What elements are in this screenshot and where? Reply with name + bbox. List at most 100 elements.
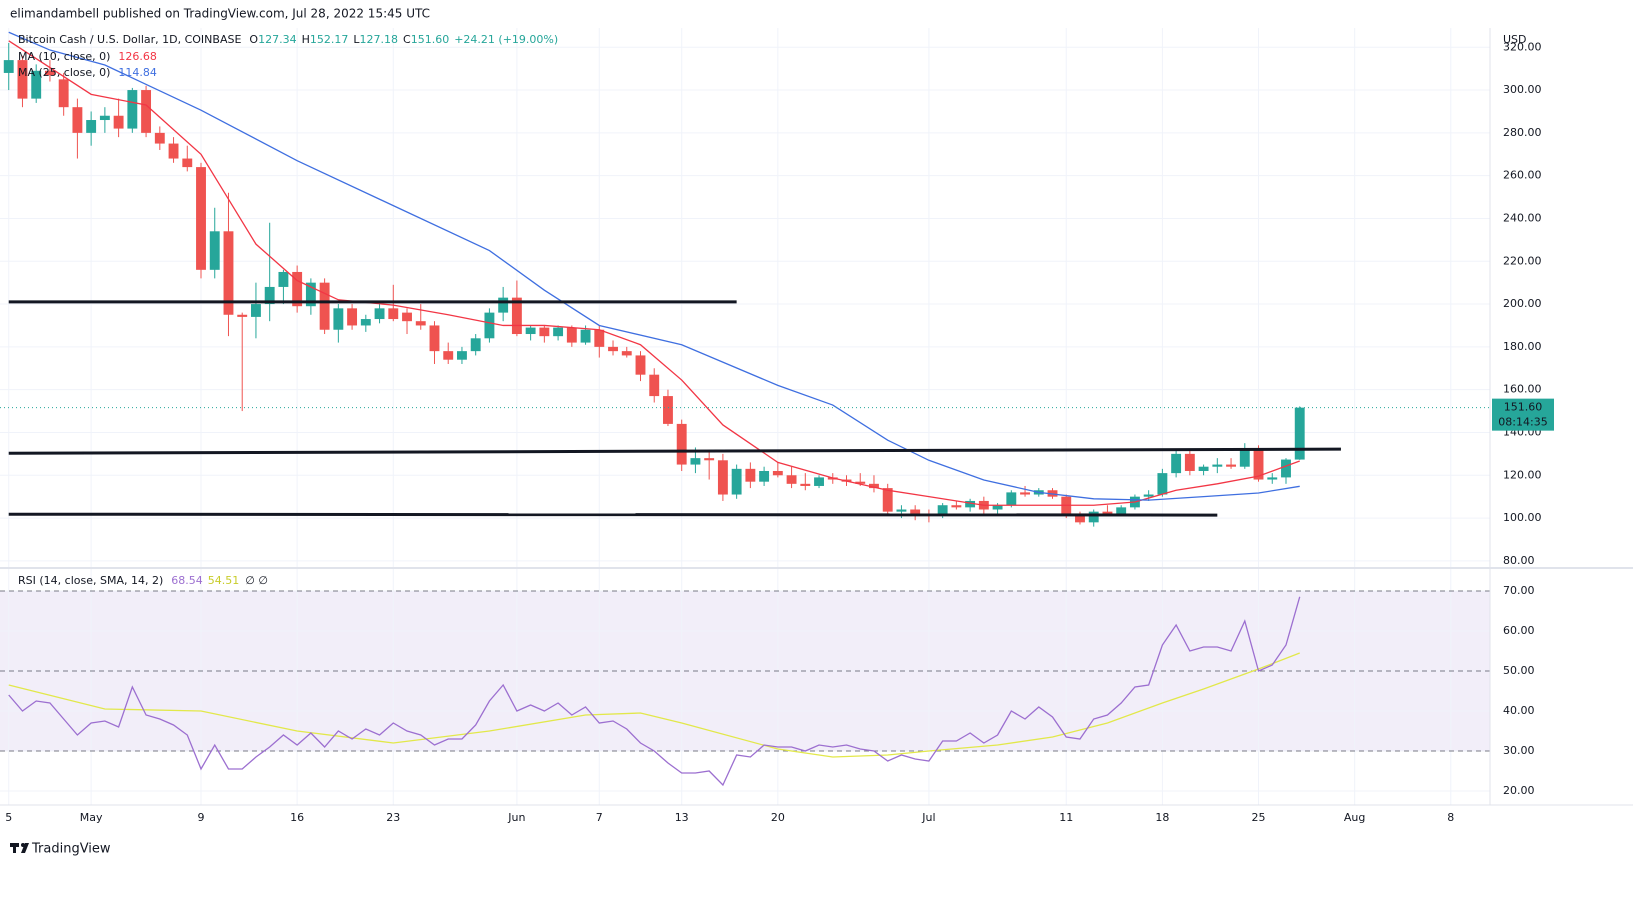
candle-body [168, 143, 179, 159]
candle-body [525, 327, 536, 335]
candle-body [992, 505, 1003, 510]
y-tick-label: 300.00 [1503, 83, 1542, 96]
candle-body [72, 107, 83, 133]
candle-body [1116, 507, 1127, 514]
ma-value: 114.84 [118, 66, 157, 79]
ma-name: MA (10, close, 0) [18, 50, 110, 63]
candle-body [31, 70, 42, 99]
footer-brand: TradingView [31, 842, 111, 857]
candle-body [553, 327, 564, 337]
y-tick-label: 320.00 [1503, 40, 1542, 53]
y-tick-label: 120.00 [1503, 468, 1542, 481]
rsi-legend: RSI (14, close, SMA, 14, 2) 68.54 54.51 ∅ ∅ [18, 574, 268, 587]
candle-body [786, 475, 797, 484]
tradingview-logo [10, 843, 29, 853]
candle-body [800, 483, 811, 486]
x-tick-label: 8 [1447, 811, 1454, 824]
x-tick-label: 5 [5, 811, 12, 824]
candle-body [44, 70, 55, 76]
moving-average-line [8, 40, 1300, 506]
candle-body [539, 327, 550, 337]
candle-body [251, 304, 261, 317]
y-tick-label: 260.00 [1503, 169, 1542, 182]
candle-body [264, 286, 275, 305]
candle-body [1171, 453, 1182, 474]
x-tick-label: 18 [1155, 811, 1169, 824]
rsi-y-tick-label: 20.00 [1503, 784, 1535, 797]
ma-name: MA (25, close, 0) [18, 66, 110, 79]
rsi-y-tick-label: 70.00 [1503, 584, 1535, 597]
candle-body [1102, 511, 1113, 514]
candle-body [608, 346, 618, 352]
candle-body [3, 60, 14, 73]
candle-body [429, 325, 440, 352]
y-tick-label: 200.00 [1503, 297, 1542, 310]
candle-body [1212, 464, 1223, 467]
candle-body [58, 79, 69, 108]
candle-body [305, 282, 316, 307]
candle-body [415, 321, 426, 326]
candle-body [1294, 407, 1305, 460]
ohlc-value: 151.60 [411, 33, 450, 46]
candle-body [1088, 511, 1099, 523]
candle-body [910, 509, 921, 514]
candle-body [965, 500, 976, 508]
candle-body [347, 308, 358, 326]
candle-body [717, 460, 728, 495]
rsi-line [8, 596, 1301, 787]
trend-line [8, 447, 1341, 455]
x-tick-label: 9 [198, 811, 205, 824]
candle-body [99, 115, 110, 121]
candle-body [223, 231, 234, 315]
candle-body [319, 282, 330, 330]
candle-body [676, 423, 687, 465]
ohlc-value: 127.34 [258, 33, 297, 46]
candle-body [484, 312, 495, 339]
candle-body [855, 481, 866, 484]
candle-body [704, 458, 715, 461]
moving-average-line [8, 31, 1300, 501]
y-tick-label: 180.00 [1503, 340, 1542, 353]
x-tick-label: 16 [290, 811, 304, 824]
rsi-sma-value: 54.51 [208, 574, 240, 587]
trend-line [8, 512, 1218, 517]
candle-body [1184, 453, 1195, 471]
candle-body [731, 468, 742, 495]
candle-body [113, 115, 124, 129]
candle-body [182, 158, 193, 168]
candle-body [1143, 494, 1154, 497]
candle-body [402, 312, 412, 322]
candle-body [594, 329, 605, 347]
x-tick-label: 20 [771, 811, 785, 824]
x-tick-label: Aug [1344, 811, 1365, 824]
ma-legend: MA (25, close, 0) 114.84 [18, 66, 157, 79]
candle-body [663, 396, 673, 424]
x-tick-label: 13 [675, 811, 689, 824]
candle-body [1075, 515, 1085, 523]
ma-value: 126.68 [118, 50, 157, 63]
candle-body [86, 120, 97, 133]
candle-body [1157, 473, 1168, 495]
candle-body [635, 355, 646, 375]
ohlc-value: 127.18 [360, 33, 399, 46]
candle-body [457, 351, 467, 360]
candle-body [869, 483, 879, 489]
candle-body [951, 505, 962, 508]
candle-body [374, 308, 385, 320]
candle-body [745, 468, 756, 482]
candle-body [470, 338, 481, 352]
candle-body [498, 297, 509, 313]
ohlc-key: C [403, 33, 411, 46]
candle-body [127, 90, 138, 129]
candle-body [360, 319, 371, 326]
candle-body [154, 132, 165, 144]
candle-body [1198, 466, 1209, 471]
ohlc-key: L [353, 33, 360, 46]
last-price-box [1492, 398, 1554, 431]
candle-body [1253, 449, 1264, 480]
candle-body [333, 308, 344, 330]
currency-label: USD [1503, 33, 1527, 46]
y-tick-label: 100.00 [1503, 511, 1542, 524]
rsi-y-tick-label: 40.00 [1503, 704, 1535, 717]
candle-body [772, 470, 783, 476]
